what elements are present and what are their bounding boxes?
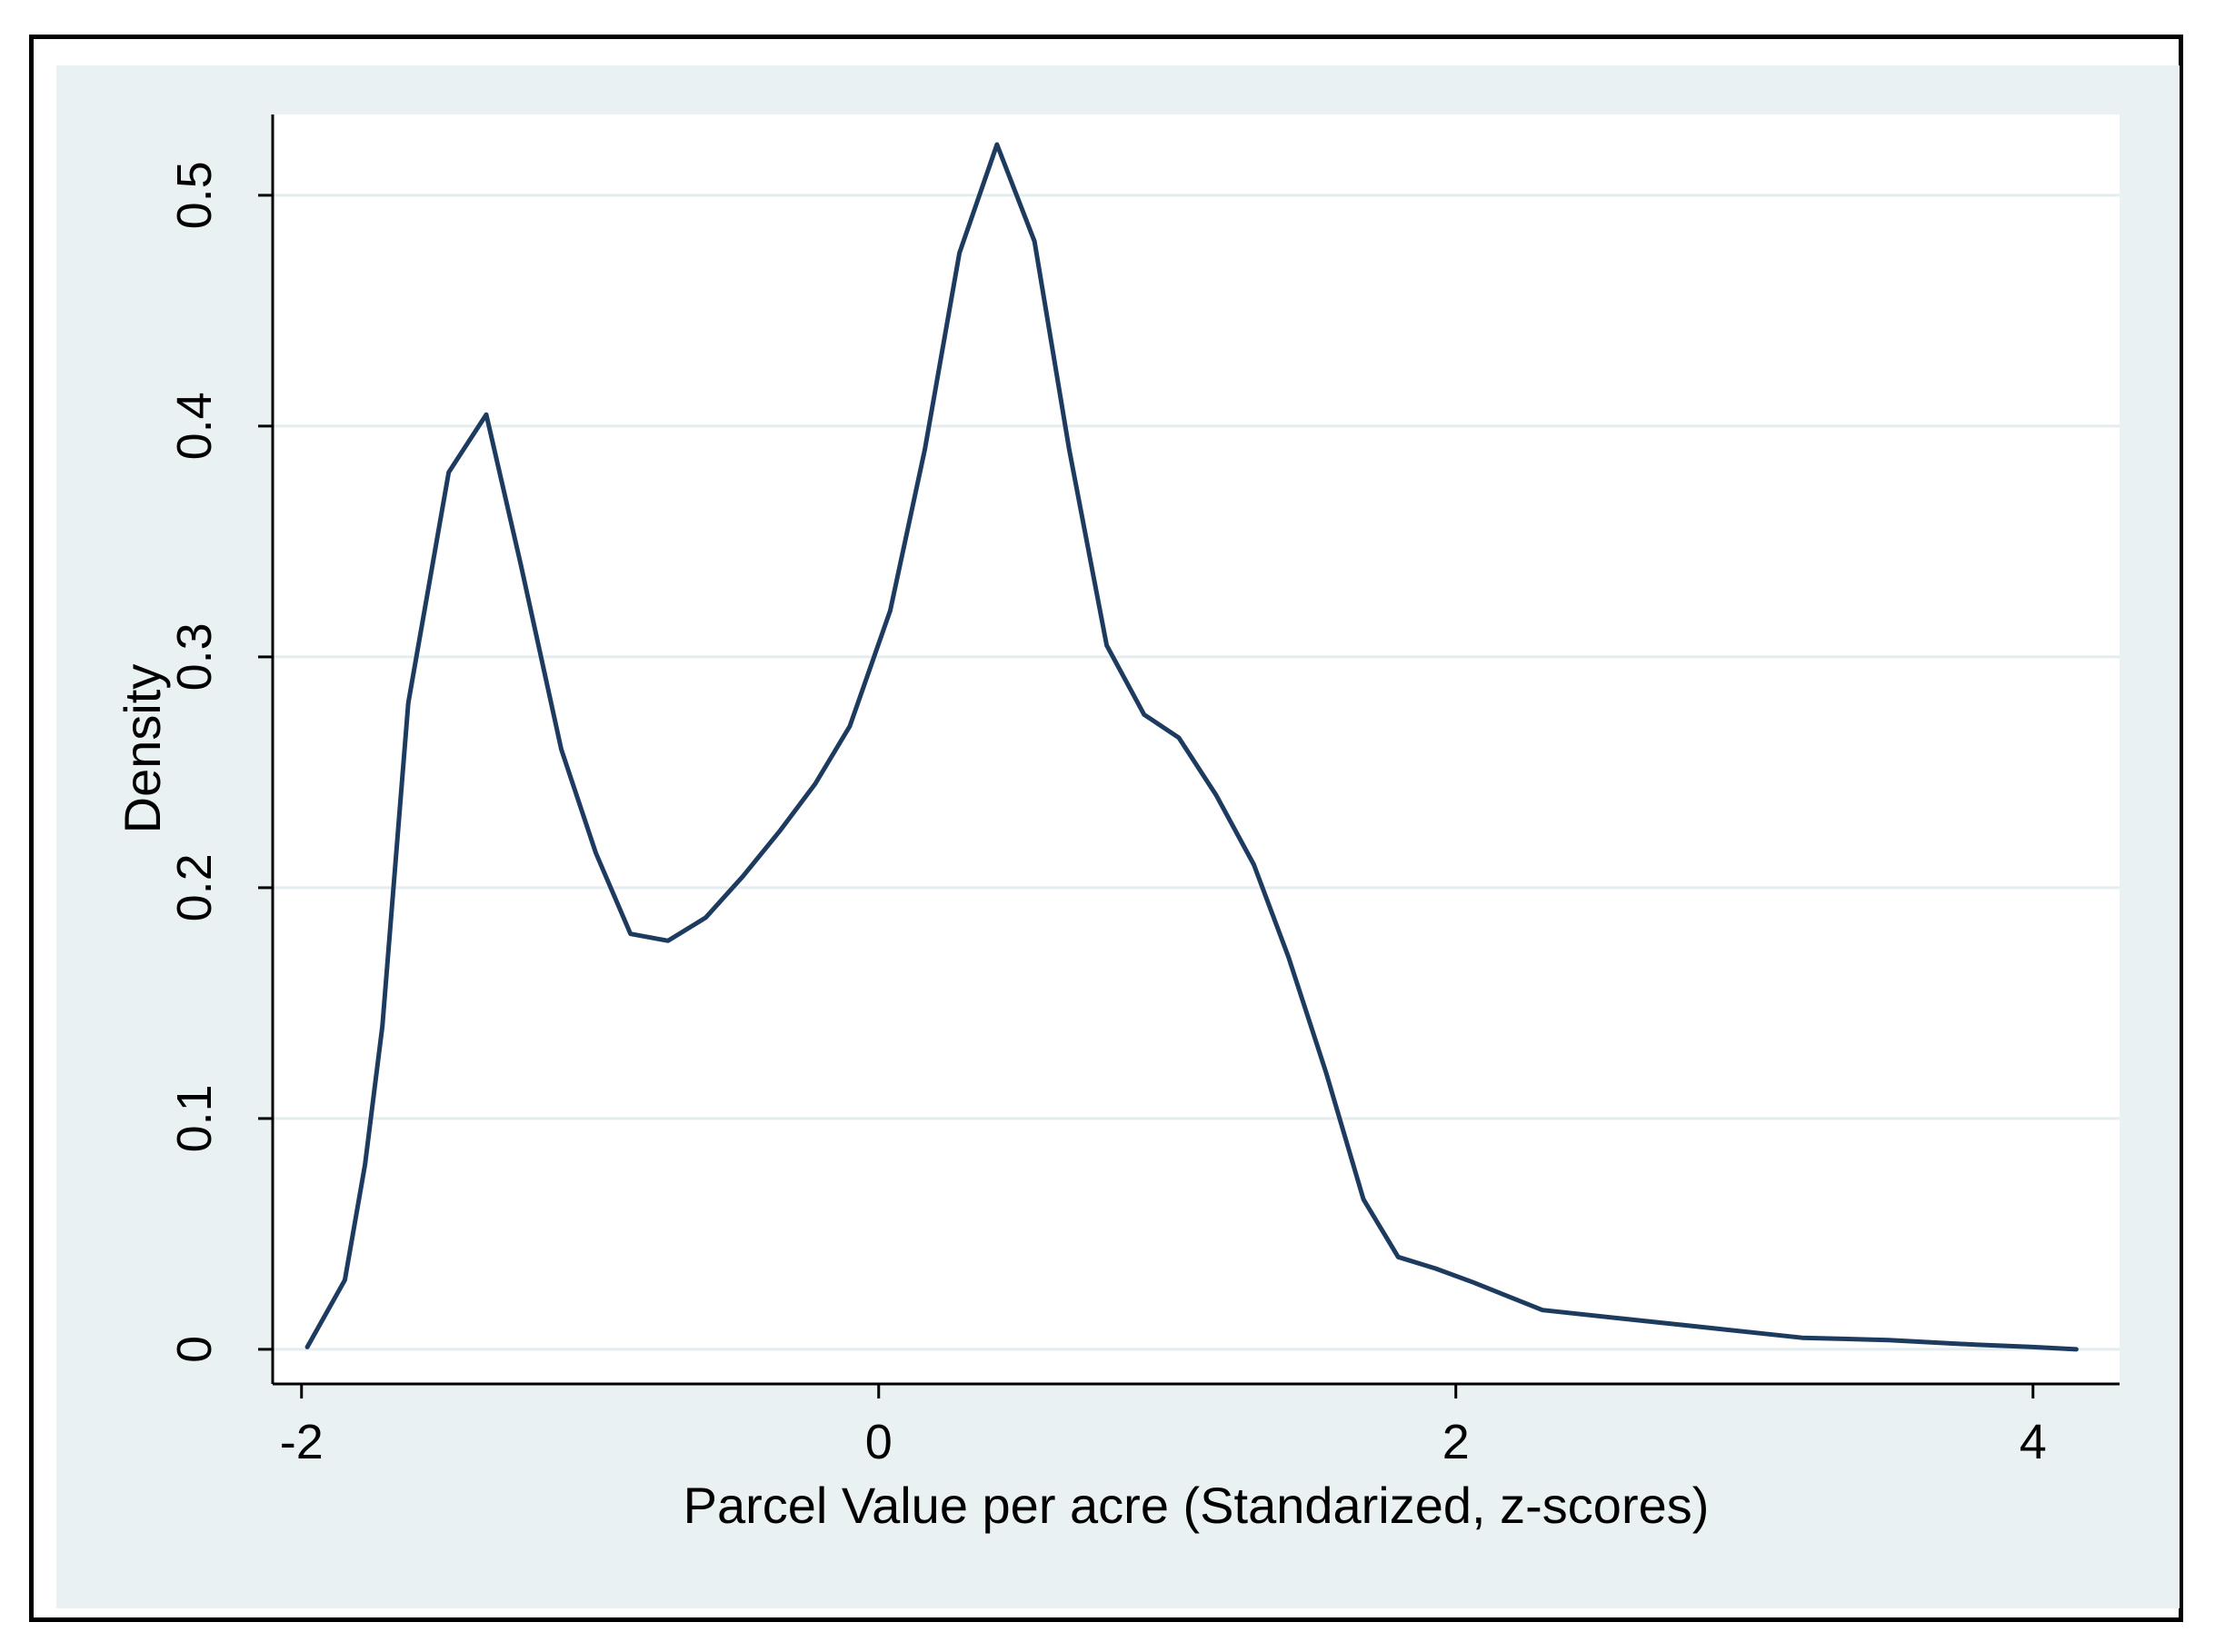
y-tick-label: 0 <box>167 1336 222 1363</box>
x-tick-label: -2 <box>280 1415 324 1469</box>
density-line <box>304 142 2079 1352</box>
y-tick-label: 0.5 <box>167 161 222 229</box>
x-axis-title: Parcel Value per acre (Standarized, z-sc… <box>683 1477 1710 1534</box>
y-tick-label: 0.4 <box>167 392 222 460</box>
y-axis-title: Density <box>114 664 171 834</box>
x-tick-label: 4 <box>2020 1415 2047 1469</box>
y-tick-label: 0.3 <box>167 622 222 691</box>
x-ticks: -2 0 2 4 <box>280 1384 2047 1469</box>
x-tick-label: 2 <box>1442 1415 1470 1469</box>
y-ticks: 0 0.1 0.2 0.3 0.4 0.5 <box>167 161 273 1363</box>
axes <box>271 114 2120 1386</box>
series-group <box>304 142 2079 1352</box>
y-tick-label: 0.1 <box>167 1084 222 1152</box>
y-tick-label: 0.2 <box>167 853 222 921</box>
plot-area <box>273 114 2120 1384</box>
x-tick-label: 0 <box>865 1415 893 1469</box>
gridlines <box>273 194 2120 1351</box>
